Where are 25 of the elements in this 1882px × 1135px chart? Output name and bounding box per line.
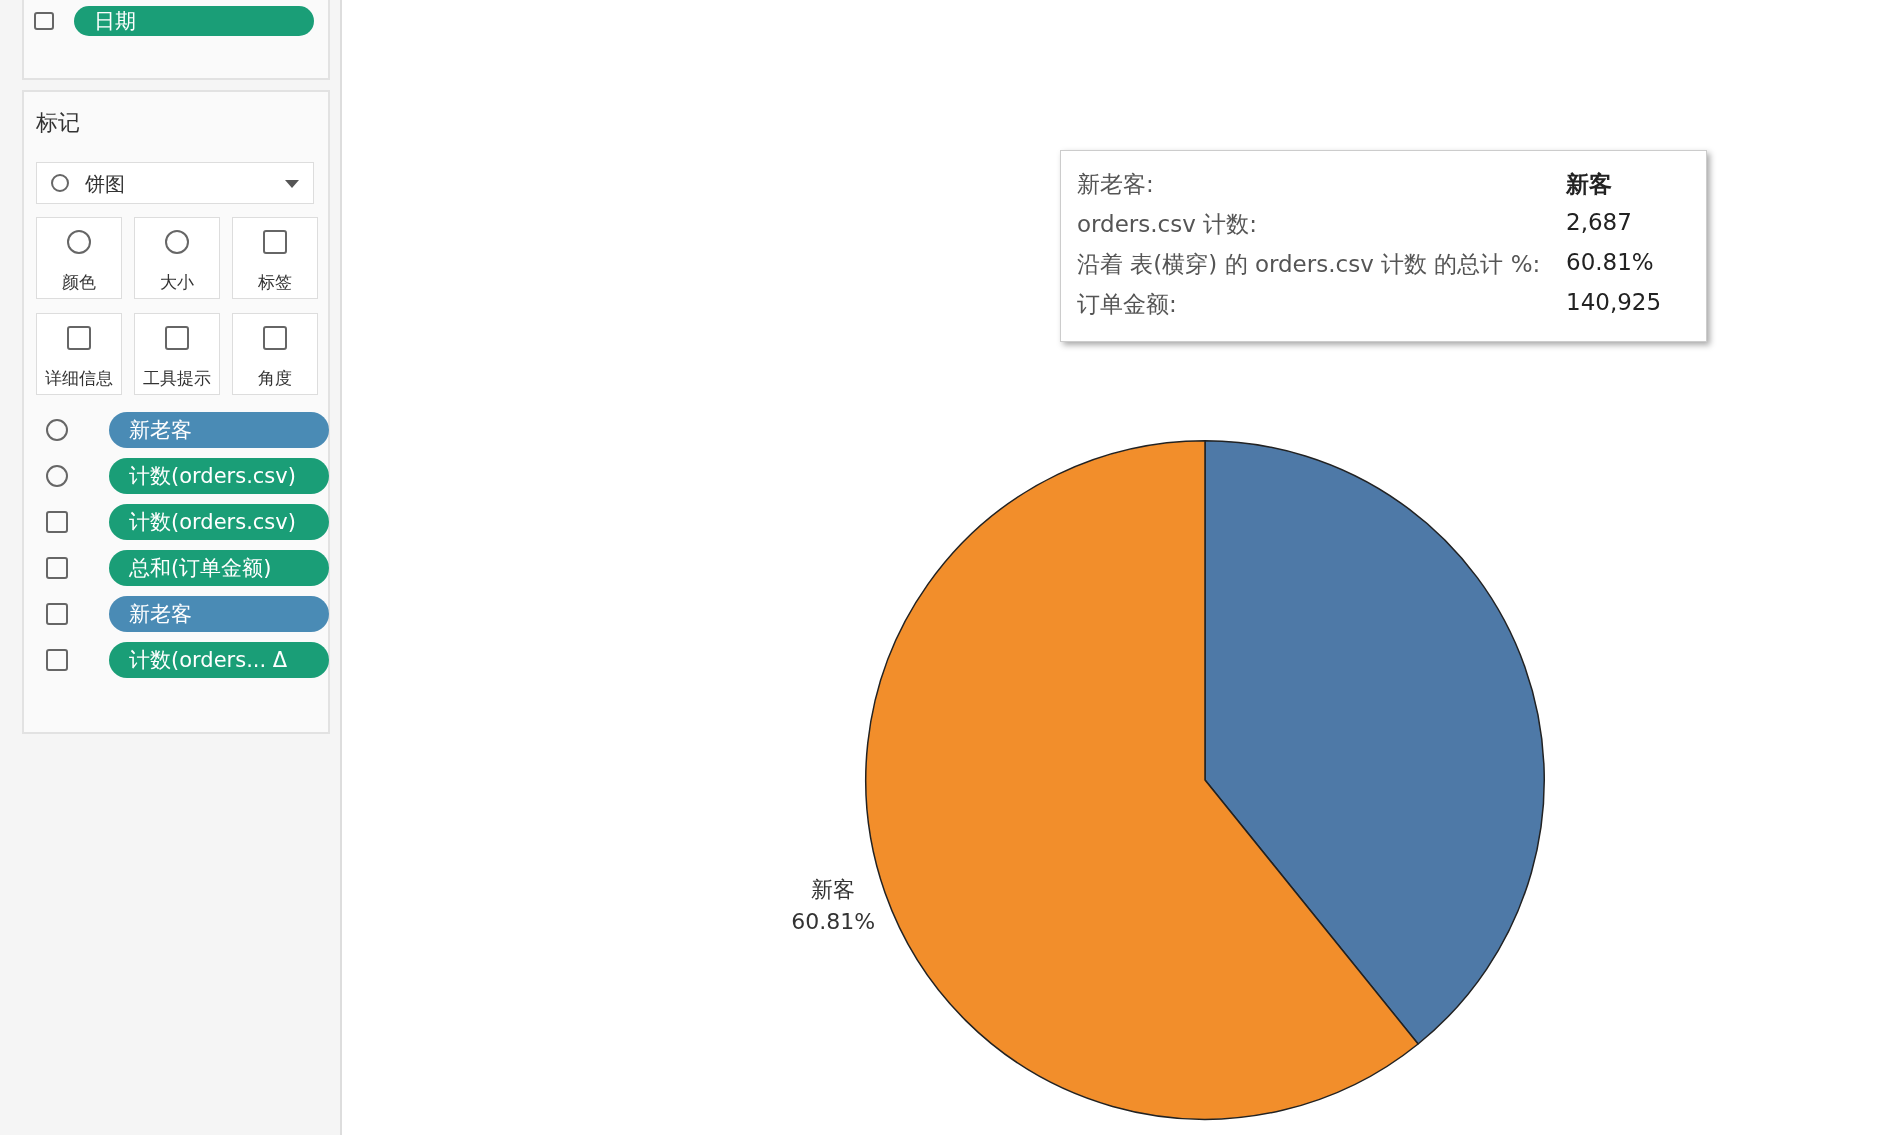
- text: 2,687: [1566, 209, 1632, 235]
- text: 颜色: [61, 271, 97, 294]
- text: 60.81%: [1566, 249, 1654, 275]
- text: 新老客: [109, 412, 329, 448]
- text: 大小: [159, 271, 195, 294]
- text: 新客: [1566, 170, 1612, 199]
- text: 计数(orders.csv): [109, 458, 329, 494]
- text: 标签: [257, 271, 293, 294]
- text: 新老客:: [1077, 170, 1154, 199]
- slice-label: 新客: [811, 877, 856, 903]
- text: 沿着 表(横穿) 的 orders.csv 计数 的总计 %:: [1077, 250, 1541, 279]
- text: 计数(orders... Δ: [109, 642, 329, 678]
- text: 计数(orders.csv): [109, 504, 329, 540]
- text: 角度: [257, 367, 293, 390]
- text: 工具提示: [142, 367, 212, 390]
- text: 饼图: [85, 171, 125, 198]
- text: 日期: [74, 6, 314, 36]
- text: 总和(订单金额): [109, 550, 329, 586]
- text: 标记: [36, 109, 80, 137]
- data-label: 60.81%: [791, 909, 876, 935]
- text: 新老客: [109, 596, 329, 632]
- text: 详细信息: [44, 367, 114, 390]
- text: orders.csv 计数:: [1077, 210, 1257, 239]
- text: 140,925: [1566, 289, 1662, 315]
- text: 订单金额:: [1077, 290, 1177, 319]
